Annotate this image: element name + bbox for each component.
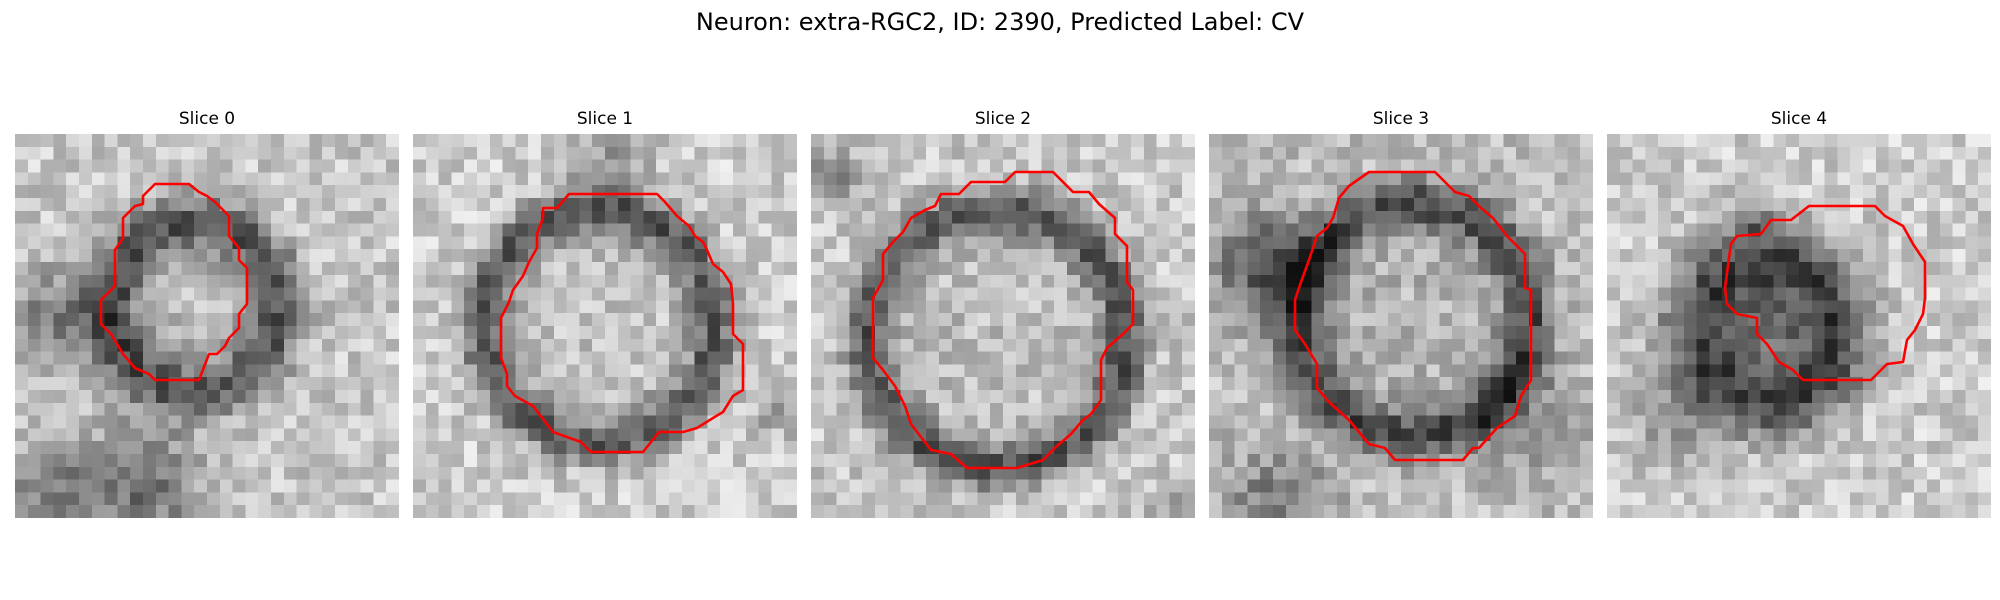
slice-title: Slice 2: [974, 109, 1032, 129]
slice-panel-2: Slice 2: [811, 108, 1195, 518]
cell-contour-overlay: [499, 192, 745, 454]
slice-title: Slice 0: [178, 109, 236, 129]
figure-title: Neuron: extra-RGC2, ID: 2390, Predicted …: [695, 8, 1305, 36]
microscopy-image: [1209, 134, 1593, 518]
microscopy-image: [1607, 134, 1991, 518]
slice-title: Slice 3: [1372, 109, 1430, 129]
slice-panel-4: Slice 4: [1607, 108, 1991, 518]
cell-contour-overlay: [99, 182, 249, 382]
cell-contour: [1723, 204, 1927, 382]
slice-panel-3: Slice 3: [1209, 108, 1593, 518]
slice-panel-1: Slice 1: [413, 108, 797, 518]
slice-panel-0: Slice 0: [15, 108, 399, 518]
cell-contour: [1293, 170, 1533, 462]
cell-contour: [499, 192, 745, 454]
cell-contour-overlay: [1723, 204, 1927, 382]
cell-contour-overlay: [871, 170, 1135, 470]
cell-contour: [99, 182, 249, 382]
cell-contour-overlay: [1293, 170, 1533, 462]
cell-contour: [871, 170, 1135, 470]
slice-title: Slice 1: [576, 109, 634, 129]
slice-title: Slice 4: [1770, 109, 1828, 129]
microscopy-image: [15, 134, 399, 518]
